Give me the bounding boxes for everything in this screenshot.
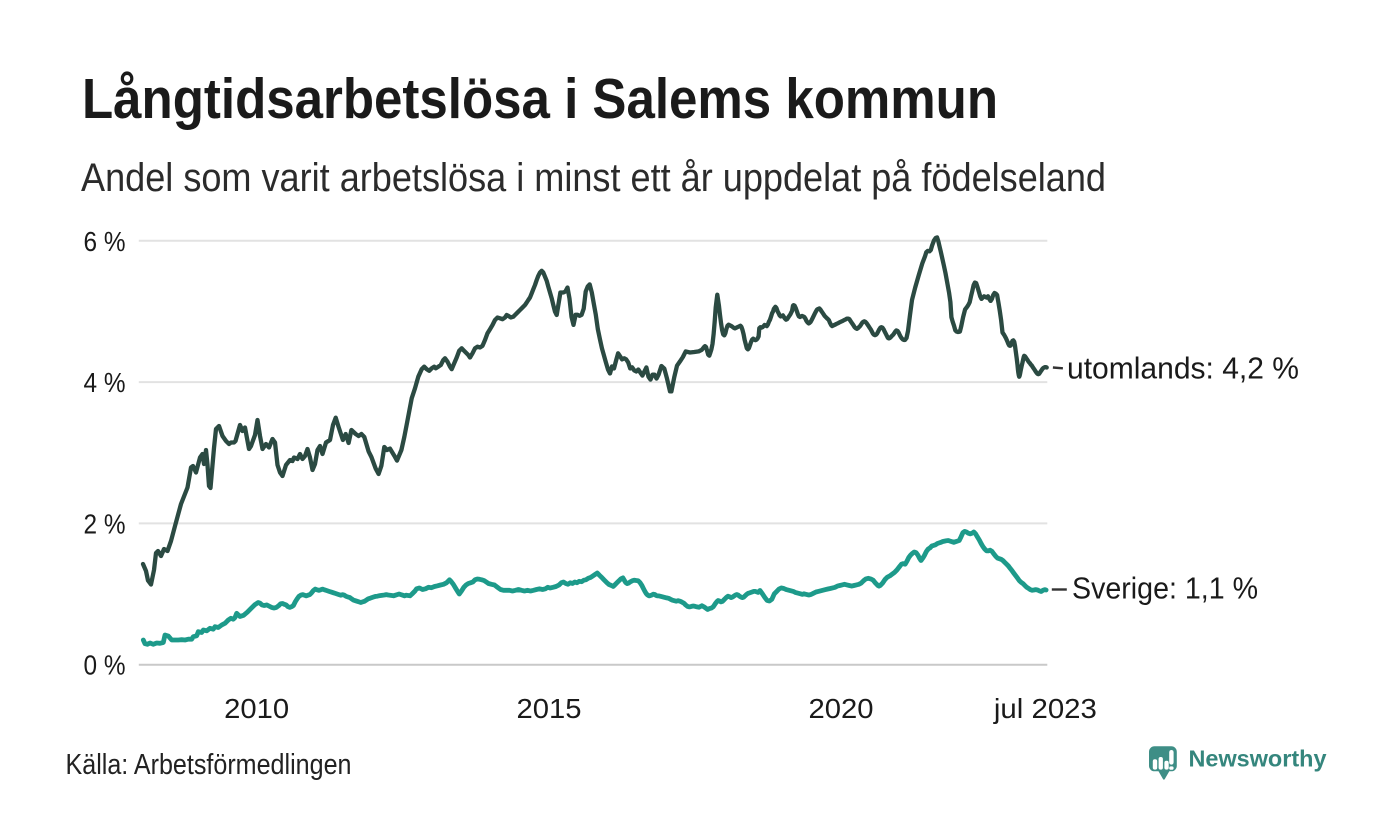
svg-text:0 %: 0 % — [84, 650, 126, 681]
svg-text:4 %: 4 % — [84, 367, 126, 398]
svg-text:Källa: Arbetsförmedlingen: Källa: Arbetsförmedlingen — [66, 749, 352, 781]
svg-text:Sverige: 1,1 %: Sverige: 1,1 % — [1072, 571, 1258, 606]
svg-text:2015: 2015 — [517, 693, 582, 724]
svg-text:2010: 2010 — [224, 693, 289, 724]
svg-text:Andel som varit arbetslösa i m: Andel som varit arbetslösa i minst ett å… — [81, 156, 1106, 200]
svg-text:6 %: 6 % — [84, 226, 126, 257]
svg-text:Långtidsarbetslösa i Salems ko: Långtidsarbetslösa i Salems kommun — [82, 67, 998, 131]
svg-text:jul 2023: jul 2023 — [993, 693, 1097, 724]
svg-text:Newsworthy: Newsworthy — [1189, 746, 1327, 772]
svg-text:utomlands: 4,2 %: utomlands: 4,2 % — [1067, 351, 1299, 386]
svg-text:2020: 2020 — [809, 693, 874, 724]
svg-text:2 %: 2 % — [84, 508, 126, 539]
